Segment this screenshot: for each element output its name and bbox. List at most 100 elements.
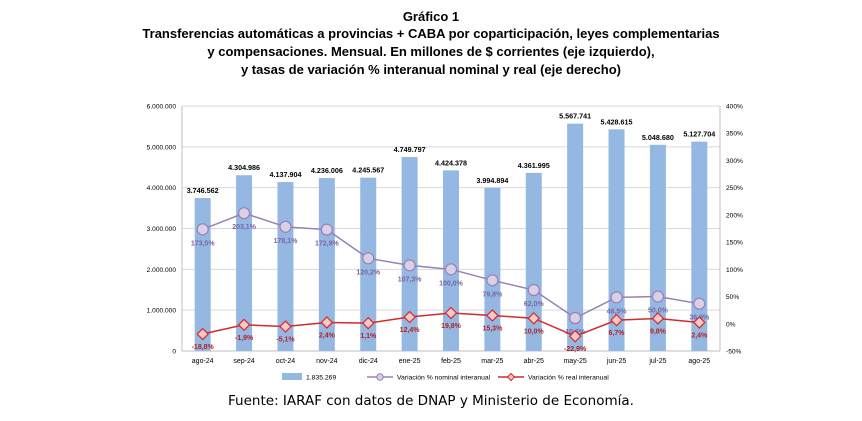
- real-data-label: 1,1%: [360, 333, 377, 340]
- bar: [318, 178, 335, 351]
- nominal-data-label: 178,1%: [274, 238, 299, 245]
- bar-data-label: 5.428.615: [601, 117, 633, 126]
- legend-swatch-bars: [282, 373, 302, 380]
- real-point: [527, 311, 541, 325]
- real-data-label: 6,7%: [609, 330, 626, 337]
- real-data-label: 15,3%: [482, 325, 503, 332]
- bar-data-label: 3.746.562: [187, 186, 219, 195]
- nominal-point: [486, 274, 499, 287]
- nominal-point: [444, 263, 458, 276]
- real-data-label: 12,4%: [400, 327, 421, 334]
- x-tick-label: sep-24: [233, 358, 255, 365]
- x-tick-label: ago-24: [192, 358, 214, 365]
- bar-data-label: 5.127.704: [683, 130, 715, 139]
- bar: [691, 141, 708, 351]
- bar-data-label: 5.048.680: [642, 133, 674, 142]
- nominal-data-label: 107,3%: [398, 276, 423, 283]
- bar-data-label: 4.749.797: [394, 145, 426, 154]
- nominal-data-label: 50,0%: [648, 308, 669, 315]
- real-point: [568, 329, 582, 343]
- bar: [194, 198, 211, 351]
- nominal-data-label: 62,0%: [524, 301, 545, 308]
- bar: [525, 172, 542, 351]
- real-point: [237, 318, 251, 332]
- title-line-3: y tasas de variación % interanual nomina…: [240, 62, 622, 77]
- real-data-label: -18,8%: [192, 344, 215, 351]
- x-tick-label: feb-25: [441, 358, 461, 365]
- y-right-tick-label: 100%: [726, 267, 743, 274]
- x-tick-label: jun-25: [606, 358, 627, 365]
- x-tick-label: oct-24: [276, 358, 296, 365]
- nominal-point: [527, 283, 540, 297]
- y-right-tick-label: 300%: [726, 158, 743, 165]
- bar-data-label: 3.994.894: [476, 176, 508, 185]
- real-data-label: -1,9%: [235, 335, 254, 342]
- combo-chart: 0 1.000.000 2.000.000 3.000.000 4.000.000 5.0…: [147, 104, 743, 382]
- y-right-tick-label: 150%: [726, 240, 743, 247]
- x-tick-label: mar-25: [481, 358, 503, 365]
- title-line-2: y compensaciones. Mensual. En millones d…: [207, 44, 655, 59]
- nominal-data-label: 100,0%: [439, 280, 464, 287]
- nominal-data-label: 173,5%: [191, 240, 216, 247]
- y-left-tick-label: 2.000.000: [147, 267, 177, 274]
- real-point: [196, 327, 210, 341]
- x-tick-label: abr-25: [524, 358, 544, 365]
- nominal-point: [362, 252, 375, 265]
- y-right-tick-label: 350%: [726, 131, 743, 138]
- bar: [236, 175, 253, 351]
- source-note: Fuente: IARAF con datos de DNAP y Minist…: [228, 393, 634, 409]
- real-point: [610, 313, 623, 327]
- legend-marker-nominal: [376, 373, 384, 381]
- y-right-tick-label: 400%: [726, 104, 743, 111]
- y-left-tick-label: 6.000.000: [147, 104, 177, 111]
- real-point: [403, 310, 416, 324]
- y-left-tick-label: 4.000.000: [147, 185, 177, 192]
- bar: [484, 187, 501, 351]
- legend-label-real: Variación % real interanual: [528, 375, 609, 382]
- legend-label-bars: 1.835.269: [306, 375, 336, 382]
- y-right-tick-label: 0%: [726, 321, 736, 328]
- chart-title-block: Gráfico 1 Transferencias automáticas a p…: [0, 8, 862, 79]
- bar: [443, 170, 459, 351]
- y-right-tick-label: -50%: [726, 349, 742, 356]
- y-right-tick-label: 250%: [726, 185, 743, 192]
- x-tick-label: dic-24: [359, 358, 378, 365]
- real-point: [692, 316, 706, 329]
- x-tick-label: ene-25: [399, 358, 421, 365]
- nominal-point: [693, 297, 706, 310]
- nominal-data-label: 48,5%: [607, 308, 628, 315]
- x-tick-label: may-25: [563, 358, 586, 365]
- real-point: [279, 320, 292, 333]
- legend-label-nominal: Variación % nominal interanual: [397, 375, 491, 382]
- real-data-label: 9,8%: [650, 328, 667, 335]
- bar-data-label: 4.361.995: [518, 161, 550, 170]
- x-tick-label: jul-25: [648, 358, 666, 365]
- nominal-point: [279, 220, 292, 233]
- nominal-data-label: 79,8%: [482, 291, 503, 298]
- real-data-label: -5,1%: [276, 337, 295, 344]
- bar: [567, 123, 584, 351]
- nominal-point: [610, 291, 623, 304]
- real-point: [444, 306, 458, 320]
- bar: [401, 157, 418, 351]
- real-data-label: 19,8%: [441, 323, 462, 330]
- real-data-label: -22,9%: [564, 346, 587, 353]
- y-left-tick-label: 1.000.000: [147, 308, 177, 315]
- nominal-data-label: 172,9%: [315, 241, 340, 248]
- real-data-label: 10,0%: [524, 328, 545, 335]
- y-left-tick-label: 0: [172, 349, 176, 356]
- nominal-point: [569, 311, 582, 325]
- y-right-tick-label: 50%: [726, 294, 739, 301]
- nominal-data-label: 203,1%: [232, 224, 257, 231]
- real-point: [361, 316, 375, 330]
- title-line-1: Transferencias automáticas a provincias …: [142, 26, 720, 41]
- nominal-point: [320, 223, 333, 236]
- real-point: [486, 309, 499, 322]
- y-left-tick-label: 5.000.000: [147, 144, 177, 151]
- real-point: [320, 316, 334, 329]
- bar-data-label: 4.245.567: [352, 166, 384, 175]
- bar-data-label: 4.304.986: [228, 163, 260, 172]
- x-tick-label: nov-24: [316, 358, 338, 365]
- nominal-data-label: 120,2%: [356, 269, 381, 276]
- bar-data-label: 4.137.904: [269, 170, 301, 179]
